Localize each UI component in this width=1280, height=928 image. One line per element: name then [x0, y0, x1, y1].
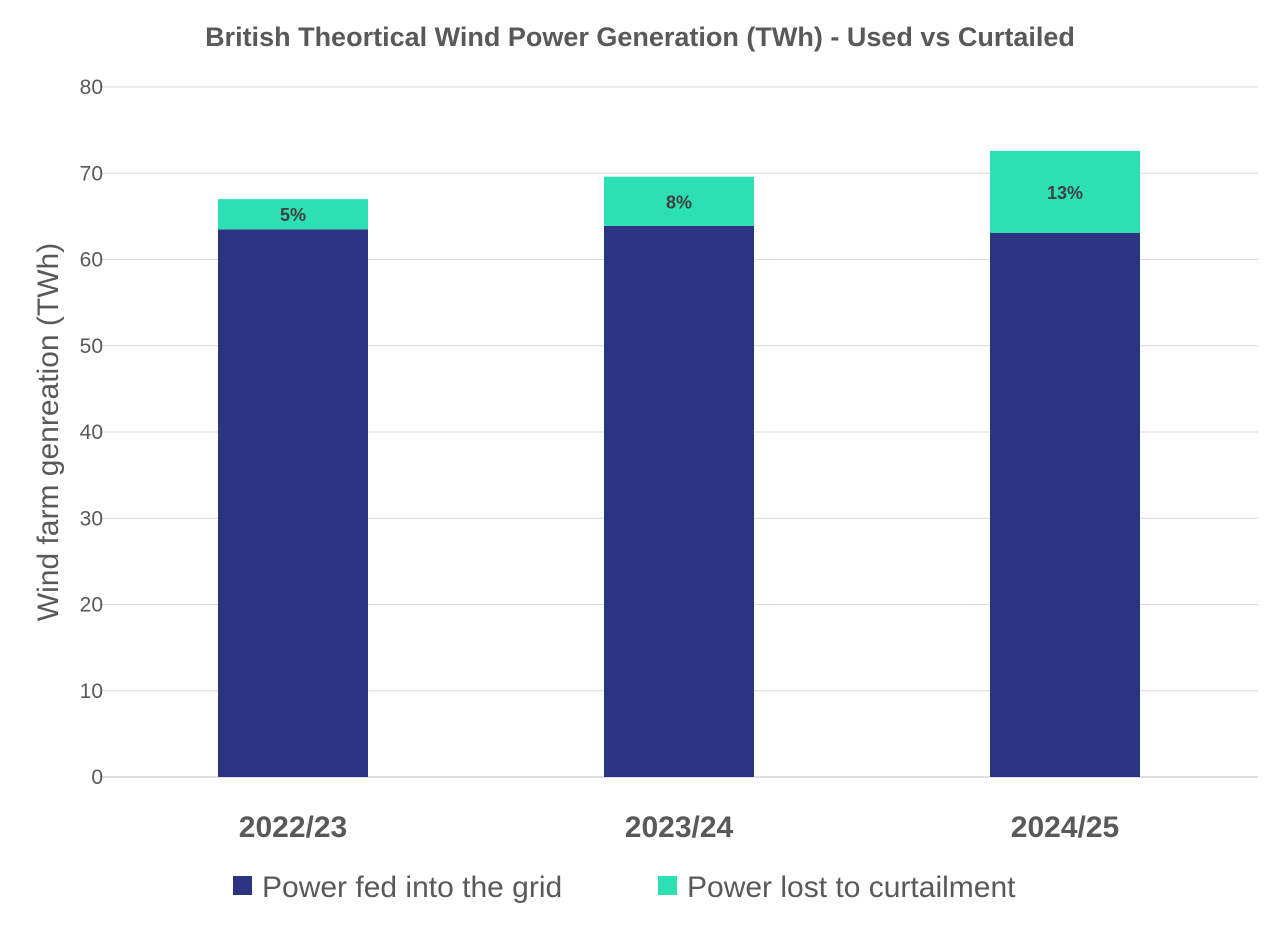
legend-label-curtailment: Power lost to curtailment: [687, 871, 1016, 904]
data-label: 8%: [666, 192, 692, 212]
y-tick-label: 0: [91, 766, 103, 789]
y-tick-label: 30: [80, 507, 103, 530]
legend-swatch-grid: [233, 876, 252, 895]
y-tick-label: 50: [80, 335, 103, 358]
bar-grid: [604, 225, 754, 778]
legend: Power fed into the grid Power lost to cu…: [233, 871, 1016, 904]
bar-grid: [990, 232, 1140, 777]
bar-grid: [218, 229, 368, 777]
legend-label-grid: Power fed into the grid: [262, 871, 562, 904]
y-tick-label: 10: [80, 680, 103, 703]
x-tick-label: 2023/24: [625, 811, 734, 844]
bar-curtailment: [218, 199, 368, 230]
y-axis-label: Wind farm genreation (TWh): [32, 243, 65, 621]
y-tick-label: 80: [80, 76, 103, 99]
data-label: 13%: [1047, 183, 1083, 203]
chart-title: British Theortical Wind Power Generation…: [205, 22, 1075, 52]
x-tick-label: 2022/23: [239, 811, 347, 844]
y-tick-label: 60: [80, 249, 103, 272]
legend-swatch-curtailment: [658, 876, 677, 895]
y-tick-label: 70: [80, 162, 103, 185]
y-tick-label: 20: [80, 594, 103, 617]
data-label: 5%: [280, 205, 306, 225]
x-tick-label: 2024/25: [1011, 811, 1119, 844]
bar-curtailment: [990, 150, 1140, 233]
bar-curtailment: [604, 176, 754, 226]
y-tick-label: 40: [80, 421, 103, 444]
